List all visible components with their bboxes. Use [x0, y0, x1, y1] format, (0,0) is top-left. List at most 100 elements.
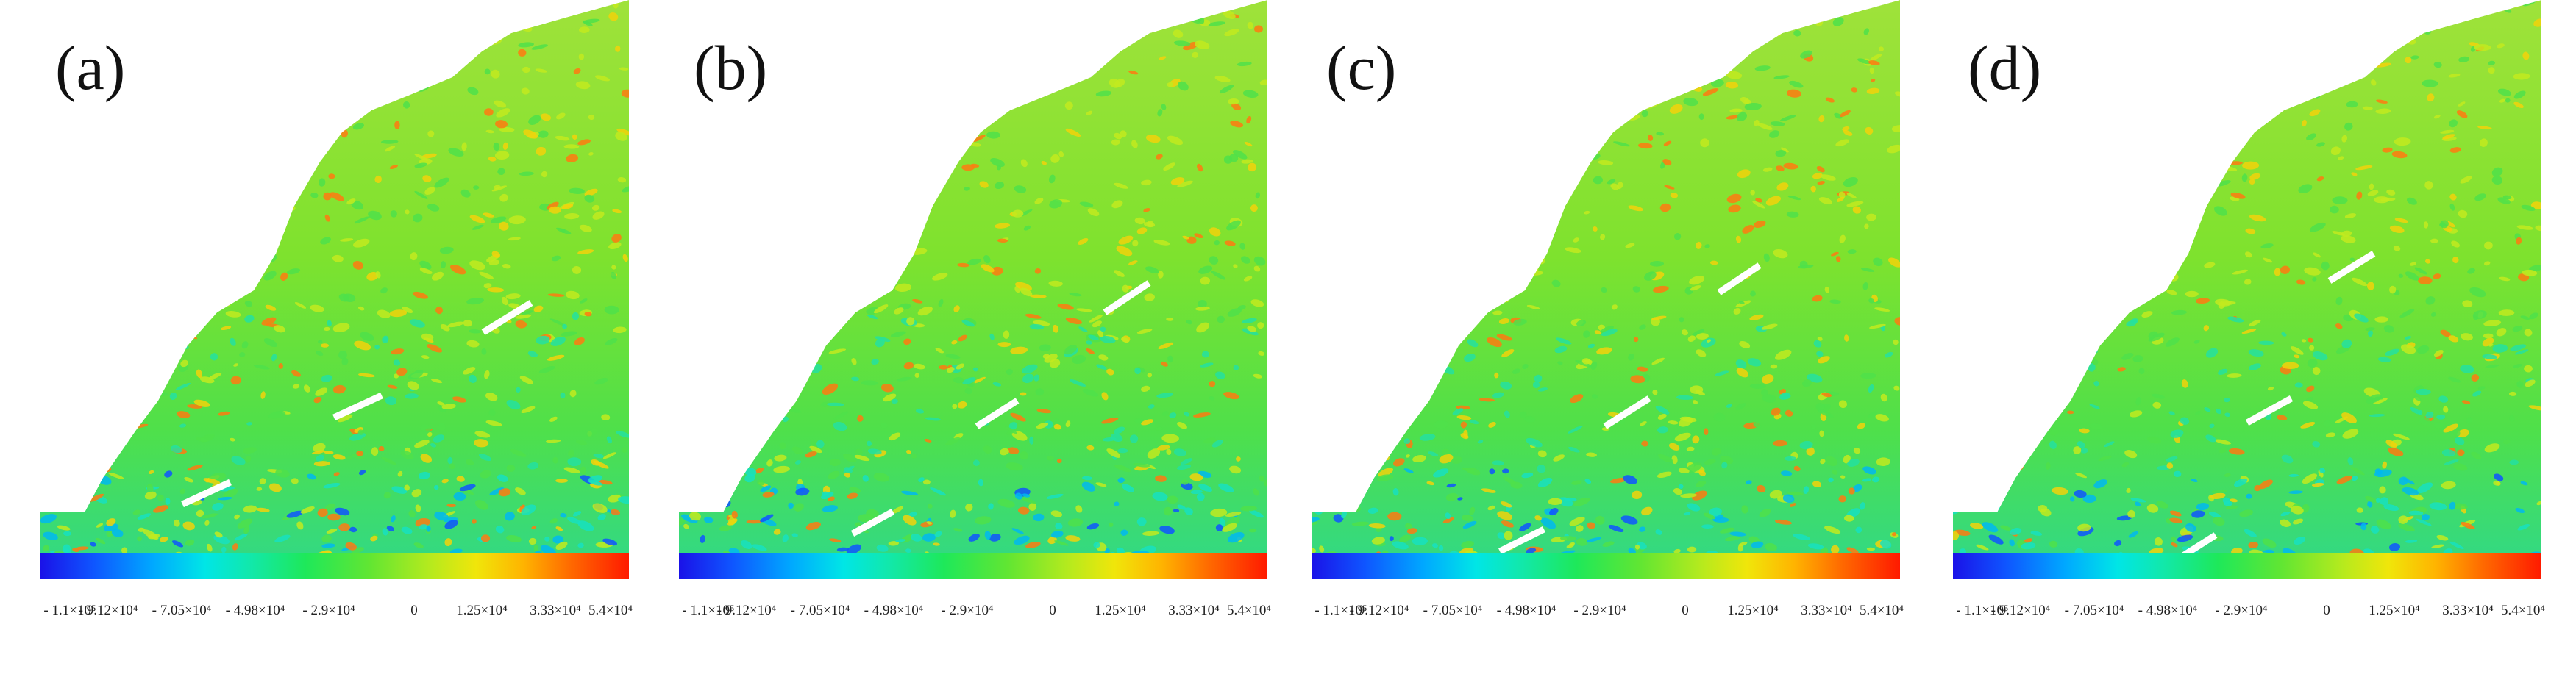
stress-blob	[1395, 300, 1403, 305]
stress-blob	[1534, 515, 1542, 521]
stress-blob	[540, 113, 551, 121]
stress-blob	[2528, 405, 2541, 411]
stress-blob	[2169, 517, 2183, 523]
stress-blob	[420, 424, 432, 432]
stress-field-texture	[1953, 0, 2541, 572]
stress-blob	[242, 447, 257, 454]
stress-blob	[2004, 234, 2020, 243]
stress-blob	[1800, 50, 1812, 59]
stress-blob	[310, 304, 324, 312]
stress-blob	[1476, 156, 1489, 163]
stress-blob	[434, 177, 449, 188]
stress-blob	[1834, 112, 1843, 119]
stress-blob	[962, 377, 976, 385]
stress-blob	[2060, 101, 2074, 107]
stress-blob	[2143, 251, 2157, 257]
stress-blob	[2043, 43, 2060, 55]
stress-blob	[584, 194, 595, 203]
stress-blob	[1793, 29, 1801, 37]
stress-blob	[1000, 86, 1017, 93]
stress-blob	[259, 478, 266, 484]
stress-blob	[964, 67, 973, 74]
stress-blob	[965, 24, 973, 28]
stress-blob	[1136, 517, 1147, 526]
stress-blob	[1312, 547, 1317, 554]
stress-blob	[895, 539, 906, 542]
stress-blob	[2419, 416, 2431, 426]
stress-blob	[1601, 329, 1618, 337]
stress-blob	[909, 3, 918, 7]
stress-blob	[1838, 495, 1847, 503]
colorbar-tick-label: - 9.12×10⁴	[1349, 603, 1409, 618]
stress-blob	[580, 466, 587, 475]
stress-blob	[1082, 389, 1099, 397]
stress-blob	[2204, 407, 2211, 412]
stress-blob	[1054, 540, 1069, 546]
stress-blob	[1988, 398, 1998, 405]
stress-blob	[1762, 167, 1773, 172]
stress-blob	[488, 409, 496, 417]
stress-blob	[2124, 450, 2138, 459]
stress-blob	[1493, 185, 1502, 192]
stress-blob	[1392, 0, 1405, 5]
stress-blob	[769, 414, 778, 421]
stress-blob	[611, 271, 617, 279]
stress-blob	[1453, 11, 1460, 18]
stress-blob	[2433, 273, 2441, 279]
stress-blob	[722, 240, 738, 247]
stress-blob	[1378, 294, 1390, 299]
stress-blob	[994, 223, 1011, 229]
stress-blob	[1121, 337, 1130, 343]
stress-blob	[1700, 138, 1709, 148]
stress-blob	[2091, 301, 2103, 309]
stress-blob	[1071, 49, 1081, 57]
stress-blob	[1630, 375, 1645, 384]
stress-blob	[90, 542, 96, 547]
stress-blob	[2209, 423, 2215, 429]
stress-blob	[40, 371, 46, 376]
stress-blob	[2009, 155, 2023, 165]
stress-blob	[1810, 185, 1816, 193]
stress-blob	[1257, 322, 1264, 329]
stress-blob	[324, 326, 330, 332]
stress-blob	[2087, 46, 2099, 53]
stress-blob	[1065, 420, 1071, 428]
stress-blob	[964, 387, 973, 395]
stress-blob	[243, 505, 257, 513]
stress-blob	[506, 464, 516, 472]
stress-blob	[491, 251, 500, 258]
stress-blob	[2185, 290, 2199, 298]
stress-blob	[536, 146, 547, 156]
stress-blob	[1459, 79, 1472, 87]
stress-blob	[2497, 197, 2511, 204]
stress-blob	[2116, 515, 2132, 521]
stress-blob	[779, 167, 786, 173]
stress-blob	[1625, 243, 1635, 248]
stress-blob	[1167, 82, 1174, 87]
stress-blob	[1044, 354, 1058, 363]
stress-blob	[1620, 515, 1638, 525]
stress-blob	[719, 525, 732, 531]
stress-blob	[1726, 71, 1743, 79]
stress-blob	[2408, 510, 2424, 516]
stress-blob	[1117, 477, 1125, 484]
stress-blob	[693, 255, 701, 262]
stress-blob	[377, 309, 391, 318]
stress-blob	[1152, 492, 1168, 501]
stress-blob	[2196, 503, 2210, 511]
stress-blob	[2216, 409, 2222, 415]
stress-blob	[758, 15, 774, 24]
stress-blob	[1467, 339, 1479, 348]
stress-blob	[441, 404, 456, 409]
stress-blob	[101, 161, 107, 169]
stress-blob	[1861, 268, 1875, 272]
stress-blob	[243, 107, 256, 113]
stress-blob	[1741, 8, 1750, 17]
stress-blob	[1848, 487, 1855, 495]
stress-blob	[223, 8, 228, 16]
stress-blob	[689, 293, 695, 301]
stress-blob	[2449, 147, 2461, 153]
stress-blob	[999, 448, 1009, 456]
stress-blob	[1243, 276, 1253, 282]
stress-blob	[387, 384, 398, 389]
